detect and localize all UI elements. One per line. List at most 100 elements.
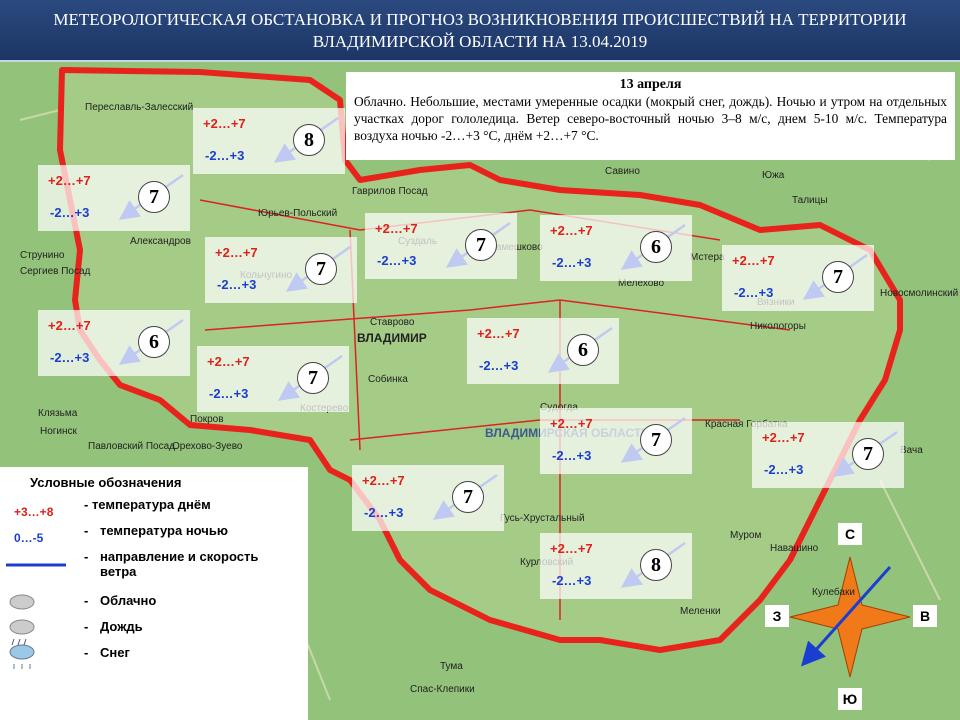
forecast: 13 апреля Облачно. Небольшие, местами ум… xyxy=(346,72,955,160)
place-label: Собинка xyxy=(368,374,408,385)
day-temp: +2…+7 xyxy=(362,473,405,488)
district-box: +2…+7 -2…+3 7 xyxy=(722,245,874,311)
wind-speed: 8 xyxy=(640,549,672,581)
legend-day-sample: +3…+8 xyxy=(14,505,54,519)
district-box: +2…+7 -2…+3 7 xyxy=(540,408,692,474)
night-temp: -2…+3 xyxy=(734,285,774,300)
wind-speed: 7 xyxy=(465,229,497,261)
night-temp: -2…+3 xyxy=(50,350,90,365)
district-box: +2…+7 -2…+3 7 xyxy=(197,346,349,412)
place-label: Александров xyxy=(130,236,191,247)
legend-dash: - xyxy=(84,619,89,634)
day-temp: +2…+7 xyxy=(550,541,593,556)
compass-label: В xyxy=(913,605,937,627)
wind-speed: 7 xyxy=(305,253,337,285)
place-label: Никологоры xyxy=(750,321,806,332)
wind-speed: 7 xyxy=(138,181,170,213)
day-temp: +2…+7 xyxy=(550,223,593,238)
place-label: ВЛАДИМИР xyxy=(357,331,427,345)
place-label: Гаврилов Посад xyxy=(352,186,428,197)
night-temp: -2…+3 xyxy=(364,505,404,520)
legend-dash: - xyxy=(84,645,89,660)
legend-item: температура ночью xyxy=(100,523,228,538)
wind-speed: 7 xyxy=(822,261,854,293)
forecast-date: 13 апреля xyxy=(619,77,682,92)
day-temp: +2…+7 xyxy=(375,221,418,236)
district-box: +2…+7 -2…+3 7 xyxy=(352,465,504,531)
place-label: Меленки xyxy=(680,606,721,617)
legend-icons xyxy=(6,563,66,669)
place-label: Ногинск xyxy=(40,426,77,437)
place-label: Переславль-Залесский xyxy=(85,102,194,113)
compass-label: Ю xyxy=(838,688,862,710)
wind-speed: 7 xyxy=(640,424,672,456)
wind-speed: 7 xyxy=(297,362,329,394)
place-label: Спас-Клепики xyxy=(410,684,475,695)
wind-speed: 7 xyxy=(852,438,884,470)
wind-speed: 6 xyxy=(640,231,672,263)
night-temp: -2…+3 xyxy=(217,277,257,292)
place-label: Южа xyxy=(762,170,785,181)
district-box: +2…+7 -2…+3 6 xyxy=(467,318,619,384)
legend-night-sample: 0…-5 xyxy=(14,531,44,545)
day-temp: +2…+7 xyxy=(762,430,805,445)
compass-label: З xyxy=(765,605,789,627)
legend: Условные обозначения +3…+8 0…-5 - темпер… xyxy=(0,467,308,720)
day-temp: +2…+7 xyxy=(48,318,91,333)
place-label: Сергиев Посад xyxy=(20,266,91,277)
legend-item: Облачно xyxy=(100,593,157,608)
day-temp: +2…+7 xyxy=(732,253,775,268)
place-label: Судогда xyxy=(540,402,578,413)
legend-dash: - xyxy=(84,593,89,608)
night-temp: -2…+3 xyxy=(209,386,249,401)
district-box: +2…+7 -2…+3 7 xyxy=(38,165,190,231)
title-line: ВЛАДИМИРСКОЙ ОБЛАСТИ НА 13.04.2019 xyxy=(312,32,648,51)
legend-item: Снег xyxy=(100,645,130,660)
legend-title: Условные обозначения xyxy=(30,475,182,490)
compass xyxy=(789,556,911,678)
night-temp: -2…+3 xyxy=(552,448,592,463)
place-label: Гусь-Хрустальный xyxy=(500,513,585,524)
place-label: Новосмолинский xyxy=(880,288,959,299)
legend-item: направление и скорость ветра xyxy=(100,549,259,579)
place-label: Ставрово xyxy=(370,317,415,328)
wind-speed: 7 xyxy=(452,481,484,513)
district-box: +2…+7 -2…+3 7 xyxy=(205,237,357,303)
legend-dash: - xyxy=(84,549,89,564)
day-temp: +2…+7 xyxy=(477,326,520,341)
day-temp: +2…+7 xyxy=(203,116,246,131)
night-temp: -2…+3 xyxy=(764,462,804,477)
place-label: Струнино xyxy=(20,250,65,261)
wind-speed: 6 xyxy=(567,334,599,366)
header: МЕТЕОРОЛОГИЧЕСКАЯ ОБСТАНОВКА И ПРОГНОЗ В… xyxy=(0,0,960,62)
place-label: Навашино xyxy=(770,543,819,554)
place-label: Тума xyxy=(440,661,463,672)
day-temp: +2…+7 xyxy=(215,245,258,260)
place-label: Покров xyxy=(190,414,224,425)
district-box: +2…+7 -2…+3 7 xyxy=(365,213,517,279)
legend-item: - температура днём xyxy=(84,497,211,512)
legend-item: Дождь xyxy=(100,619,143,634)
day-temp: +2…+7 xyxy=(48,173,91,188)
place-label: Мелехово xyxy=(618,278,665,289)
night-temp: -2…+3 xyxy=(552,255,592,270)
place-label: Савино xyxy=(605,166,640,177)
wind-speed: 8 xyxy=(293,124,325,156)
district-box: +2…+7 -2…+3 8 xyxy=(540,533,692,599)
day-temp: +2…+7 xyxy=(550,416,593,431)
compass-label: С xyxy=(838,523,862,545)
night-temp: -2…+3 xyxy=(377,253,417,268)
place-label: Павловский Посад xyxy=(88,441,176,452)
place-label: Красная Горбатка xyxy=(705,419,788,430)
place-label: Клязьма xyxy=(38,408,78,419)
place-label: Орехово-Зуево xyxy=(172,441,243,452)
night-temp: -2…+3 xyxy=(479,358,519,373)
title-line: МЕТЕОРОЛОГИЧЕСКАЯ ОБСТАНОВКА И ПРОГНОЗ В… xyxy=(53,10,907,29)
place-label: Кулебаки xyxy=(812,587,855,598)
legend-dash: - xyxy=(84,523,89,538)
night-temp: -2…+3 xyxy=(205,148,245,163)
place-label: Талицы xyxy=(792,195,828,206)
district-box: +2…+7 -2…+3 6 xyxy=(540,215,692,281)
wind-speed: 6 xyxy=(138,326,170,358)
